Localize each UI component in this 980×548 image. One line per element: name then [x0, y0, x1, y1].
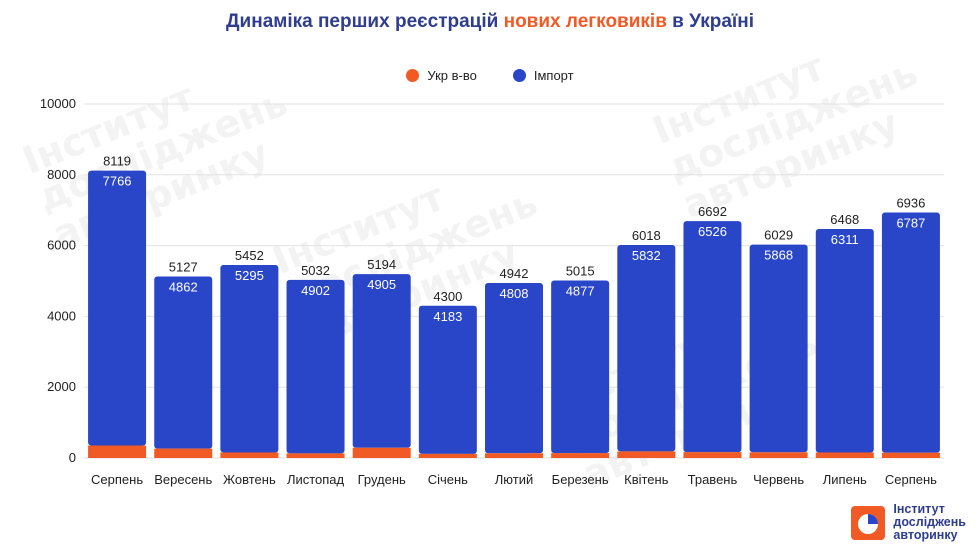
bar-ukr: [418, 453, 477, 458]
total-data-label: 6468: [830, 212, 859, 227]
brand-line-3: авторинку: [893, 528, 958, 542]
import-data-label: 5295: [235, 268, 264, 283]
y-tick-label: 2000: [47, 379, 76, 394]
import-data-label: 4862: [169, 280, 198, 295]
chart-title: Динаміка перших реєстрацій нових легкови…: [0, 11, 980, 33]
import-data-label: 6311: [831, 232, 859, 247]
import-data-label: 5832: [632, 248, 661, 263]
bar-ukr: [154, 448, 213, 458]
bar-import: [815, 229, 874, 453]
bar-ukr: [683, 452, 742, 458]
x-tick-label: Листопад: [287, 472, 345, 487]
legend-swatch-ukr: [406, 69, 420, 82]
total-data-label: 8119: [103, 154, 131, 169]
bar-ukr: [749, 452, 808, 458]
x-tick-label: Серпень: [91, 472, 143, 487]
y-tick-label: 10000: [40, 96, 76, 111]
bar-ukr: [352, 447, 411, 458]
import-data-label: 4902: [301, 283, 330, 298]
x-tick-label: Червень: [753, 472, 804, 487]
x-tick-label: Серпень: [885, 472, 937, 487]
brand-logo-icon: [851, 505, 886, 540]
x-tick-label: Квітень: [624, 472, 669, 487]
total-data-label: 6029: [764, 228, 793, 243]
legend-item-ukr: Укр в-во: [406, 68, 477, 83]
total-data-label: 5194: [367, 257, 396, 272]
total-data-label: 5032: [301, 263, 330, 278]
bar-ukr: [220, 452, 279, 458]
x-tick-label: Березень: [552, 472, 609, 487]
bar-import: [617, 244, 676, 452]
bar-import: [220, 264, 279, 453]
bar-import: [683, 221, 742, 453]
bar-import: [352, 274, 411, 448]
title-part-2: в Україні: [666, 11, 754, 32]
x-tick-label: Січень: [428, 472, 468, 487]
import-data-label: 4183: [433, 309, 462, 324]
y-tick-label: 8000: [47, 167, 76, 182]
total-data-label: 6936: [896, 195, 925, 210]
bar-import: [418, 305, 477, 454]
total-data-label: 6018: [632, 228, 661, 243]
total-data-label: 5452: [235, 248, 264, 263]
bar-ukr: [485, 453, 543, 458]
import-data-label: 7766: [103, 174, 132, 189]
x-tick-label: Вересень: [154, 472, 212, 487]
legend: Укр в-во Імпорт: [0, 68, 980, 83]
total-data-label: 5127: [169, 260, 198, 275]
bar-ukr: [815, 452, 874, 458]
bar-import: [749, 244, 808, 453]
brand-line-2: досліджень: [893, 515, 966, 529]
import-data-label: 4808: [500, 286, 529, 301]
bar-import: [88, 170, 147, 446]
title-part-1: Динаміка перших реєстрацій: [226, 11, 504, 32]
brand-line-1: Інститут: [893, 502, 945, 516]
legend-swatch-import: [512, 69, 526, 82]
y-tick-label: 4000: [47, 308, 76, 323]
import-data-label: 4905: [367, 277, 396, 292]
brand-name: Інститут досліджень авторинку: [893, 503, 966, 542]
x-tick-label: Жовтень: [223, 472, 276, 487]
bar-import: [551, 280, 610, 454]
title-highlight: нових легковиків: [503, 11, 667, 32]
x-tick-label: Грудень: [358, 472, 406, 487]
bar-ukr: [286, 453, 345, 458]
y-tick-label: 6000: [47, 238, 76, 253]
x-tick-label: Травень: [688, 472, 738, 487]
bar-ukr: [881, 452, 940, 458]
y-tick-label: 0: [69, 450, 76, 465]
legend-label-import: Імпорт: [533, 68, 574, 83]
bar-import: [881, 212, 940, 453]
bar-ukr: [617, 451, 676, 458]
bar-import: [286, 279, 345, 454]
x-tick-label: Лютий: [495, 472, 533, 487]
total-data-label: 6692: [698, 204, 727, 219]
import-data-label: 6787: [896, 215, 925, 230]
x-tick-label: Липень: [823, 472, 867, 487]
brand-logo: Інститут досліджень авторинку: [851, 503, 966, 542]
bar-ukr: [88, 445, 147, 458]
import-data-label: 6526: [698, 224, 727, 239]
bar-import: [154, 276, 213, 449]
total-data-label: 5015: [566, 263, 595, 278]
legend-item-import: Імпорт: [512, 68, 574, 83]
total-data-label: 4300: [433, 289, 462, 304]
legend-label-ukr: Укр в-во: [427, 68, 477, 83]
import-data-label: 4877: [566, 283, 595, 298]
total-data-label: 4942: [500, 266, 529, 281]
import-data-label: 5868: [764, 248, 793, 263]
bar-ukr: [551, 453, 610, 458]
bar-import: [485, 283, 543, 454]
